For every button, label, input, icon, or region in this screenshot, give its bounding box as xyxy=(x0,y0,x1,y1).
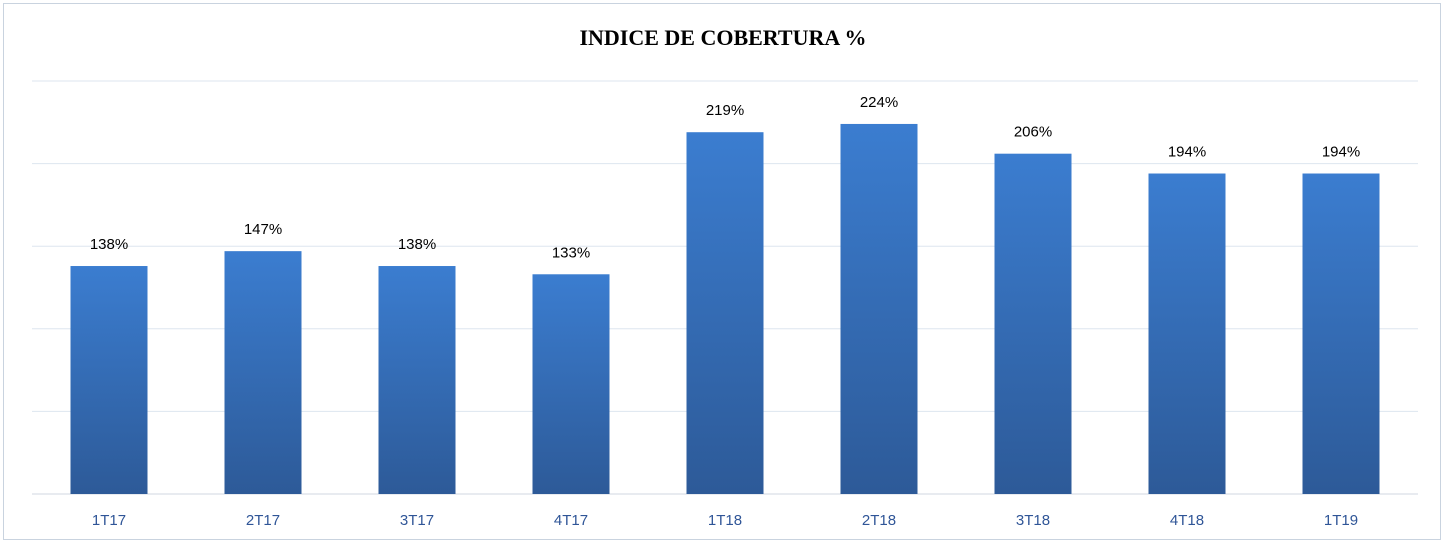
bar xyxy=(532,274,610,494)
x-tick-label: 4T18 xyxy=(1170,512,1204,529)
x-tick-label: 4T17 xyxy=(554,512,588,529)
data-label: 147% xyxy=(244,221,282,238)
x-tick-label: 2T18 xyxy=(862,512,896,529)
x-tick-label: 3T18 xyxy=(1016,512,1050,529)
bar xyxy=(1302,173,1380,494)
data-label: 219% xyxy=(706,102,744,119)
x-tick-label: 1T19 xyxy=(1324,512,1358,529)
bar xyxy=(70,266,148,494)
x-tick-label: 1T18 xyxy=(708,512,742,529)
bar xyxy=(1148,173,1226,494)
bar xyxy=(224,251,302,494)
data-label: 206% xyxy=(1014,124,1052,141)
x-tick-label: 2T17 xyxy=(246,512,280,529)
data-label: 138% xyxy=(90,236,128,253)
bar xyxy=(840,123,918,495)
x-tick-label: 1T17 xyxy=(92,512,126,529)
x-tick-label: 3T17 xyxy=(400,512,434,529)
data-label: 194% xyxy=(1322,143,1360,160)
data-label: 133% xyxy=(552,244,590,261)
bar xyxy=(378,266,456,494)
data-label: 138% xyxy=(398,236,436,253)
data-label: 194% xyxy=(1168,143,1206,160)
bar xyxy=(994,153,1072,495)
chart-title: INDICE DE COBERTURA % xyxy=(579,25,866,50)
bar xyxy=(686,132,764,494)
data-label: 224% xyxy=(860,94,898,111)
